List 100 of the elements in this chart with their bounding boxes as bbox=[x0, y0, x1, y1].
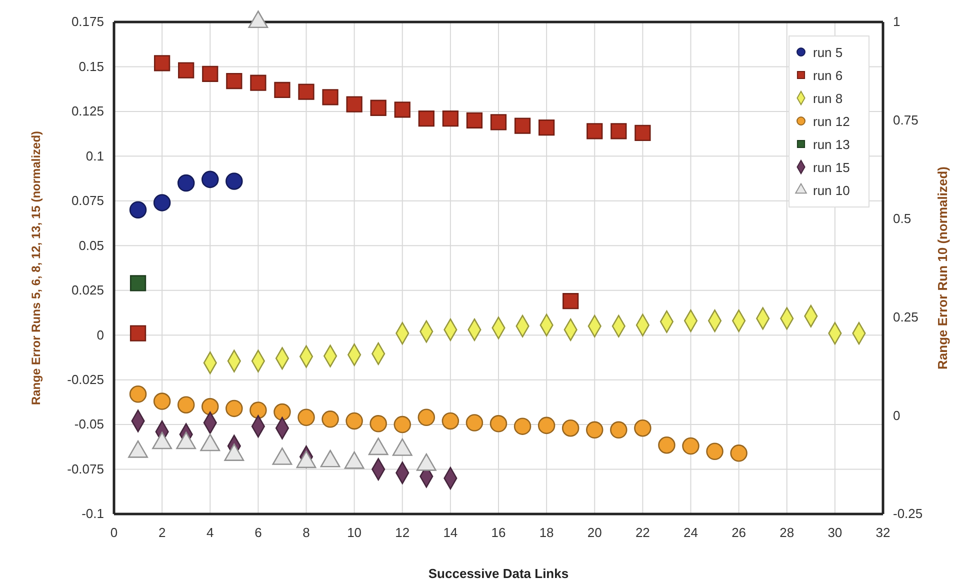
y-tick-label: -0.1 bbox=[82, 506, 104, 522]
point bbox=[322, 89, 338, 106]
point bbox=[418, 110, 434, 127]
point bbox=[394, 416, 412, 434]
x-tick-label: 28 bbox=[780, 525, 794, 540]
point bbox=[392, 438, 412, 456]
y2-tick-label: 1 bbox=[893, 14, 900, 30]
point bbox=[130, 275, 146, 292]
point bbox=[730, 444, 748, 462]
point bbox=[586, 123, 603, 140]
point bbox=[538, 416, 556, 434]
y2-tick-label: 0.5 bbox=[893, 210, 912, 226]
point bbox=[418, 408, 436, 426]
x-tick-label: 32 bbox=[876, 525, 890, 540]
point bbox=[586, 421, 604, 439]
x-axis-title: Successive Data Links bbox=[428, 566, 569, 581]
y-tick-label: 0.025 bbox=[71, 282, 104, 298]
point bbox=[129, 201, 147, 218]
x-tick-label: 4 bbox=[206, 525, 214, 540]
y-tick-label: 0.125 bbox=[71, 104, 104, 119]
point bbox=[442, 110, 459, 127]
point bbox=[224, 444, 244, 461]
y-tick-label: 0.1 bbox=[86, 148, 104, 164]
x-tick-label: 24 bbox=[684, 525, 698, 540]
point bbox=[226, 72, 242, 90]
point bbox=[562, 420, 580, 437]
y-tick-label: 0.075 bbox=[71, 193, 104, 208]
legend-label: run 12 bbox=[813, 114, 850, 129]
x-tick-label: 16 bbox=[491, 525, 506, 540]
point bbox=[274, 82, 290, 98]
point bbox=[153, 194, 171, 212]
y-tick-label: -0.075 bbox=[67, 461, 104, 476]
x-tick-label: 18 bbox=[539, 525, 554, 540]
point bbox=[610, 421, 628, 439]
point bbox=[514, 418, 532, 435]
y2-tick-label: 0.25 bbox=[893, 309, 918, 324]
point bbox=[394, 102, 410, 118]
legend-label: run 5 bbox=[813, 45, 843, 60]
y-tick-label: 0 bbox=[96, 327, 104, 342]
point bbox=[706, 442, 724, 460]
point bbox=[320, 450, 340, 468]
point bbox=[346, 412, 363, 430]
x-tick-label: 10 bbox=[347, 525, 362, 540]
point bbox=[202, 66, 218, 82]
point bbox=[177, 396, 195, 414]
point bbox=[634, 420, 652, 437]
y2-tick-label: 0 bbox=[893, 408, 900, 423]
x-tick-label: 2 bbox=[158, 525, 166, 540]
y2-tick-label: 0.75 bbox=[893, 112, 918, 128]
point bbox=[442, 412, 460, 430]
point bbox=[130, 325, 146, 342]
x-tick-label: 30 bbox=[828, 525, 842, 540]
y-tick-label: 0.175 bbox=[71, 14, 104, 30]
point bbox=[129, 386, 147, 403]
point bbox=[152, 432, 172, 450]
point bbox=[344, 451, 364, 469]
point bbox=[250, 74, 266, 91]
point bbox=[272, 448, 292, 465]
y2-axis-title: Range Error Run 10 (normalized) bbox=[935, 166, 950, 370]
x-tick-label: 12 bbox=[395, 525, 410, 540]
point bbox=[634, 124, 651, 141]
x-tick-label: 26 bbox=[732, 525, 746, 540]
x-tick-label: 0 bbox=[110, 525, 118, 540]
y-axis-title: Range Error Runs 5, 6, 8, 12, 13, 15 (normalized) bbox=[29, 130, 43, 406]
point bbox=[346, 96, 362, 112]
point bbox=[200, 434, 220, 452]
point bbox=[466, 414, 484, 432]
point bbox=[538, 119, 555, 136]
point bbox=[610, 123, 627, 140]
x-tick-label: 14 bbox=[443, 525, 458, 540]
point bbox=[274, 403, 291, 421]
point bbox=[370, 100, 386, 116]
y-tick-label: -0.025 bbox=[67, 372, 104, 387]
y2-tick-label: -0.25 bbox=[893, 506, 923, 522]
point bbox=[128, 440, 148, 458]
point bbox=[368, 438, 388, 456]
legend-label: run 13 bbox=[813, 137, 850, 152]
point bbox=[153, 392, 171, 410]
x-tick-label: 6 bbox=[254, 525, 262, 540]
legend-label: run 8 bbox=[813, 91, 843, 106]
point bbox=[466, 112, 483, 128]
point bbox=[490, 415, 508, 432]
x-tick-label: 8 bbox=[302, 525, 310, 540]
point bbox=[176, 432, 196, 450]
point bbox=[322, 410, 339, 428]
point bbox=[250, 402, 267, 419]
x-tick-label: 22 bbox=[635, 525, 650, 540]
point bbox=[682, 437, 700, 455]
point bbox=[177, 174, 195, 192]
point bbox=[178, 62, 194, 78]
y-tick-label: -0.05 bbox=[74, 416, 104, 432]
point bbox=[370, 415, 387, 432]
point bbox=[298, 84, 314, 100]
point bbox=[154, 55, 170, 72]
point bbox=[298, 408, 315, 426]
legend-label: run 6 bbox=[813, 68, 843, 83]
legend-label: run 15 bbox=[813, 160, 850, 175]
point bbox=[490, 114, 507, 130]
point bbox=[562, 293, 579, 310]
legend-label: run 10 bbox=[813, 183, 850, 198]
